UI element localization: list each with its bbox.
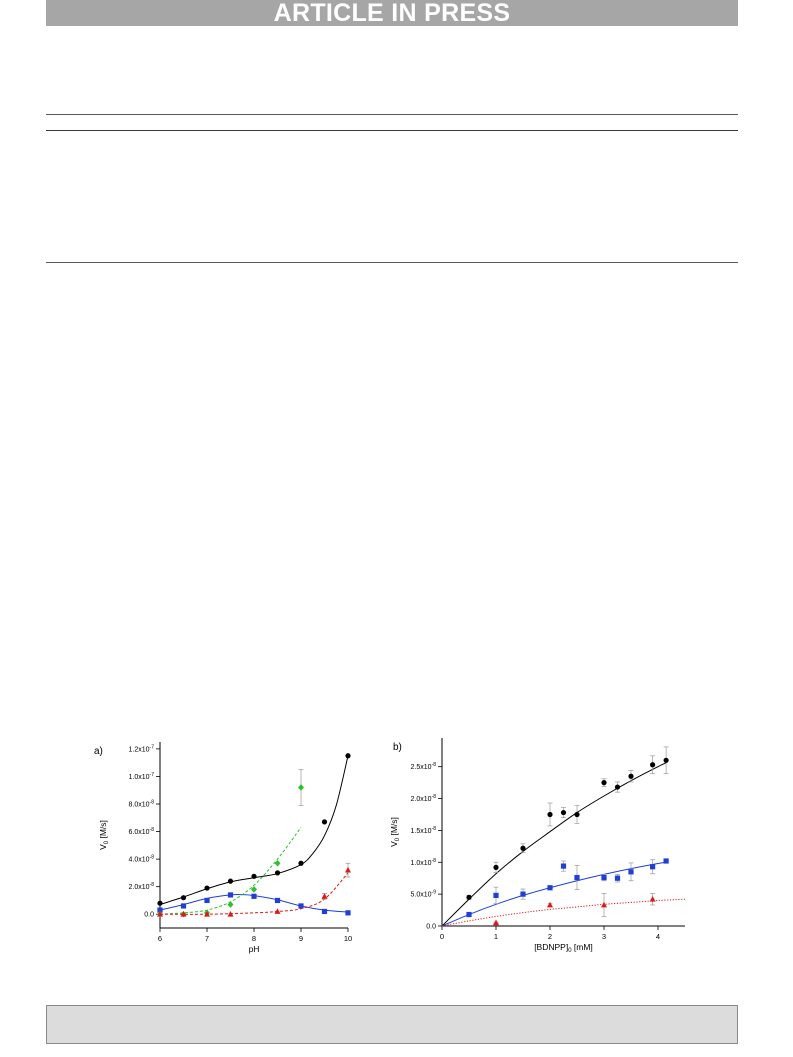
data-point-circle xyxy=(298,860,304,866)
x-tick-label: 1 xyxy=(494,932,498,941)
data-point-diamond xyxy=(274,859,281,867)
data-point-square xyxy=(298,903,304,909)
data-point-square xyxy=(227,892,234,898)
x-tick-label: 7 xyxy=(205,934,209,943)
y-tick-label: 6.0x10-8 xyxy=(129,827,155,836)
data-point-circle xyxy=(204,885,210,891)
data-point-circle xyxy=(157,900,163,906)
table-bottom-rule xyxy=(46,262,738,263)
data-point-square xyxy=(251,893,257,899)
panel-label: b) xyxy=(393,742,402,753)
data-point-circle xyxy=(547,811,553,818)
data-point-circle xyxy=(274,870,281,876)
data-point-square xyxy=(574,874,580,881)
data-point-triangle xyxy=(649,896,656,902)
fit-line-series-1 xyxy=(159,894,349,913)
data-point-square xyxy=(180,903,187,909)
data-point-circle xyxy=(560,809,567,816)
data-point-square xyxy=(493,892,499,899)
data-point-square xyxy=(157,907,163,913)
fit-line-series-3 xyxy=(159,872,349,915)
data-point-triangle xyxy=(274,908,281,914)
x-tick-label: 4 xyxy=(656,932,660,941)
y-tick-label: 2.0x10-8 xyxy=(129,882,155,891)
y-tick-label: 1.5x10-8 xyxy=(411,826,437,835)
data-point-circle xyxy=(520,845,526,851)
x-axis-label: [BDNPP]0 [mM] xyxy=(534,942,593,954)
y-tick-label: 0.0 xyxy=(144,912,154,919)
y-tick-label: 1.2x10-7 xyxy=(129,744,155,753)
article-in-press-banner: ARTICLE IN PRESS xyxy=(46,0,738,27)
x-tick-label: 2 xyxy=(548,932,552,941)
data-point-square xyxy=(345,910,351,916)
footer-box xyxy=(46,1005,738,1044)
data-point-square xyxy=(547,885,553,891)
table-top-rule xyxy=(46,114,738,115)
data-point-triangle xyxy=(547,901,553,908)
y-axis-label: V0 [M/s] xyxy=(98,820,110,850)
data-point-square xyxy=(466,911,472,918)
data-point-circle xyxy=(493,864,499,870)
chart-ph-dependence: a) 6 7 8 9 10 0.0 2.0x10-8 4.0x10-8 6.0x10-8 8.0x1… xyxy=(94,742,352,954)
data-point-triangle xyxy=(204,911,210,917)
x-tick-label: 8 xyxy=(252,934,256,943)
x-tick-label: 10 xyxy=(344,934,352,943)
x-axis-label: pH xyxy=(249,944,260,954)
data-point-circle xyxy=(345,753,351,759)
data-point-square xyxy=(520,891,526,897)
fit-line-series-0 xyxy=(159,755,349,906)
data-point-square xyxy=(274,897,281,904)
y-tick-label: 1.0x10-7 xyxy=(129,772,155,781)
data-point-triangle xyxy=(601,901,607,908)
data-point-square xyxy=(560,863,567,869)
data-point-circle xyxy=(628,773,634,779)
data-point-circle xyxy=(614,784,621,790)
data-point-circle xyxy=(663,757,669,763)
data-point-square xyxy=(321,908,328,915)
data-point-square xyxy=(663,858,669,864)
data-point-square xyxy=(614,875,621,881)
data-point-triangle xyxy=(321,893,328,899)
data-point-triangle xyxy=(345,866,351,873)
y-tick-label: 0.0 xyxy=(426,924,436,931)
data-point-diamond xyxy=(251,886,257,893)
y-axis-label: V0 [M/s] xyxy=(389,817,401,847)
data-point-circle xyxy=(321,819,328,825)
data-point-triangle xyxy=(180,911,187,917)
data-point-circle xyxy=(466,894,472,900)
data-point-circle xyxy=(601,780,607,786)
data-point-diamond xyxy=(298,784,304,791)
data-point-square xyxy=(628,869,634,875)
y-tick-label: 4.0x10-8 xyxy=(129,855,155,864)
data-point-triangle xyxy=(493,919,499,926)
panel-label: a) xyxy=(94,746,103,757)
fit-line-series-2 xyxy=(441,898,686,927)
data-point-circle xyxy=(180,895,187,901)
data-point-square xyxy=(204,897,210,904)
table-header-rule xyxy=(46,130,738,131)
x-tick-label: 3 xyxy=(602,932,606,941)
data-point-circle xyxy=(574,811,580,818)
data-point-circle xyxy=(650,762,656,768)
data-point-diamond xyxy=(227,901,234,908)
chart-substrate-dependence: b) 0 1 2 3 4 0.0 5.0x10-9 1.0x10-8 1.5x10-8 2.0x10… xyxy=(389,738,686,954)
data-point-square xyxy=(601,874,607,881)
y-tick-label: 1.0x10-8 xyxy=(411,858,437,867)
x-tick-label: 0 xyxy=(440,932,444,941)
data-point-triangle xyxy=(227,911,234,917)
y-tick-label: 8.0x10-8 xyxy=(129,800,155,809)
data-point-circle xyxy=(251,873,257,879)
data-point-circle xyxy=(227,878,234,884)
y-tick-label: 2.5x10-8 xyxy=(411,762,437,771)
data-point-triangle xyxy=(157,911,163,917)
data-point-square xyxy=(650,864,656,870)
x-tick-label: 6 xyxy=(158,934,162,943)
fit-line-series-1 xyxy=(441,861,667,927)
y-tick-label: 2.0x10-8 xyxy=(411,794,437,803)
fit-line-series-0 xyxy=(441,762,667,927)
x-tick-label: 9 xyxy=(299,934,303,943)
y-tick-label: 5.0x10-9 xyxy=(411,890,437,899)
